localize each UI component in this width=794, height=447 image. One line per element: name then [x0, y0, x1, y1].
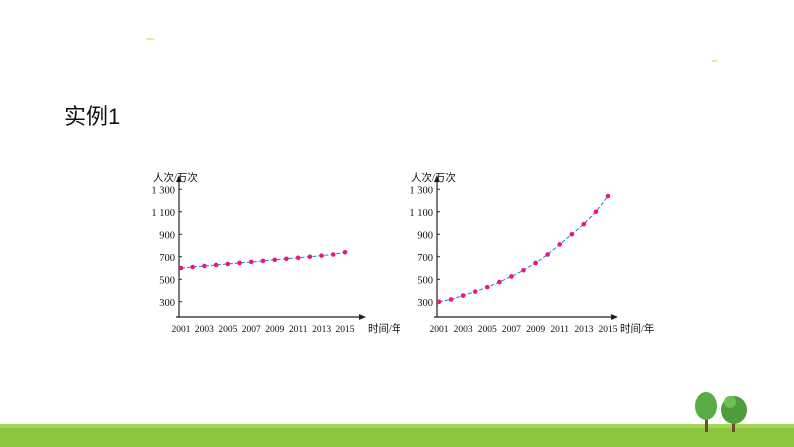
data-point	[237, 260, 242, 266]
x-tick-label: 2003	[195, 325, 214, 335]
x-tick-label: 2013	[312, 325, 331, 335]
decor-mark-top-left	[146, 38, 154, 40]
x-tick-label: 2011	[550, 325, 569, 335]
y-tick-label: 1 300	[409, 185, 433, 196]
data-point	[330, 252, 336, 257]
data-point	[472, 289, 478, 294]
data-point	[307, 254, 313, 260]
x-tick-label: 2015	[599, 325, 618, 335]
data-point	[202, 263, 207, 269]
x-axis-label: 时间/年	[620, 322, 654, 335]
data-point	[190, 264, 196, 270]
x-tick-label: 2005	[478, 325, 497, 335]
data-point	[557, 242, 563, 247]
y-tick-label: 300	[159, 298, 175, 309]
x-tick-label: 2007	[242, 325, 261, 335]
y-tick-label: 900	[417, 230, 433, 241]
data-point	[284, 256, 289, 262]
data-point	[295, 255, 301, 261]
y-tick-label: 500	[417, 275, 433, 286]
slide-title: 实例1	[64, 104, 121, 129]
data-point	[448, 297, 454, 302]
data-point	[545, 252, 550, 257]
data-point	[484, 284, 490, 290]
y-tick-label: 700	[159, 253, 175, 264]
data-point	[248, 259, 254, 265]
grass-ground	[0, 428, 794, 447]
y-tick-label: 1 300	[151, 185, 175, 196]
y-tick-label: 1 100	[409, 208, 433, 219]
x-tick-label: 2007	[502, 325, 521, 335]
x-axis-arrow	[611, 314, 618, 320]
y-tick-label: 300	[417, 298, 433, 309]
x-tick-label: 2009	[526, 325, 545, 335]
data-point	[593, 209, 599, 215]
data-point	[342, 249, 348, 255]
y-axis-label: 人次/万次	[411, 171, 456, 184]
y-tick-label: 900	[159, 230, 175, 241]
series-line	[438, 195, 609, 303]
x-tick-label: 2005	[218, 325, 237, 335]
x-axis-label: 时间/年	[368, 322, 400, 335]
tree-illustration	[695, 392, 747, 432]
data-point	[533, 260, 538, 266]
x-axis-arrow	[359, 314, 366, 320]
data-point	[260, 258, 266, 264]
decor-mark-top-right	[712, 60, 717, 62]
y-tick-label: 500	[159, 275, 175, 286]
y-axis-arrow	[176, 175, 182, 182]
x-tick-label: 2001	[430, 325, 449, 335]
y-axis-arrow	[434, 175, 440, 182]
data-point	[225, 261, 231, 267]
data-point	[569, 231, 575, 237]
data-point	[509, 274, 514, 279]
x-tick-label: 2003	[454, 325, 473, 335]
data-point	[581, 221, 587, 227]
data-point	[213, 262, 219, 268]
y-axis-label: 人次/万次	[153, 171, 198, 184]
data-point	[497, 279, 502, 285]
x-tick-label: 2015	[336, 325, 355, 335]
data-point	[319, 253, 324, 258]
data-point	[521, 267, 526, 273]
ground-highlight	[0, 424, 794, 429]
x-tick-label: 2001	[172, 325, 191, 335]
data-point	[272, 257, 278, 263]
data-point	[460, 293, 466, 298]
data-point	[436, 299, 442, 305]
x-tick-label: 2009	[265, 325, 284, 335]
y-tick-label: 1 100	[151, 208, 175, 219]
data-point	[178, 265, 184, 271]
x-tick-label: 2011	[289, 325, 308, 335]
x-tick-label: 2013	[574, 325, 593, 335]
series-line	[180, 251, 346, 269]
data-point	[605, 193, 611, 199]
y-tick-label: 700	[417, 253, 433, 264]
